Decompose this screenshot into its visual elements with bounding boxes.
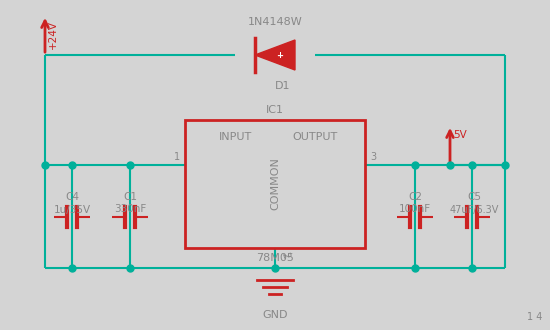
- Text: 330nF: 330nF: [114, 205, 146, 214]
- Text: OUTPUT: OUTPUT: [292, 132, 337, 142]
- Text: 1 4: 1 4: [527, 312, 542, 322]
- Text: 2: 2: [279, 251, 290, 260]
- Text: 1: 1: [174, 152, 180, 162]
- Text: IC1: IC1: [266, 105, 284, 115]
- Text: 5V: 5V: [453, 130, 467, 140]
- Text: 78M05: 78M05: [256, 253, 294, 263]
- Text: 47uF/6.3V: 47uF/6.3V: [449, 205, 499, 214]
- Text: C5: C5: [467, 192, 481, 203]
- Text: 100nF: 100nF: [399, 205, 431, 214]
- Text: 3: 3: [370, 152, 376, 162]
- Text: 1N4148W: 1N4148W: [248, 17, 302, 27]
- Bar: [185, 120, 365, 248]
- Text: +: +: [277, 50, 283, 59]
- Text: C2: C2: [408, 192, 422, 203]
- Text: C1: C1: [123, 192, 137, 203]
- Text: C4: C4: [65, 192, 79, 203]
- Text: GND: GND: [262, 310, 288, 320]
- Text: D1: D1: [275, 81, 291, 91]
- Text: 1u/35V: 1u/35V: [53, 205, 91, 214]
- Text: COMMON: COMMON: [270, 157, 280, 211]
- Polygon shape: [255, 40, 295, 70]
- Text: INPUT: INPUT: [219, 132, 252, 142]
- Text: +24V: +24V: [48, 20, 58, 49]
